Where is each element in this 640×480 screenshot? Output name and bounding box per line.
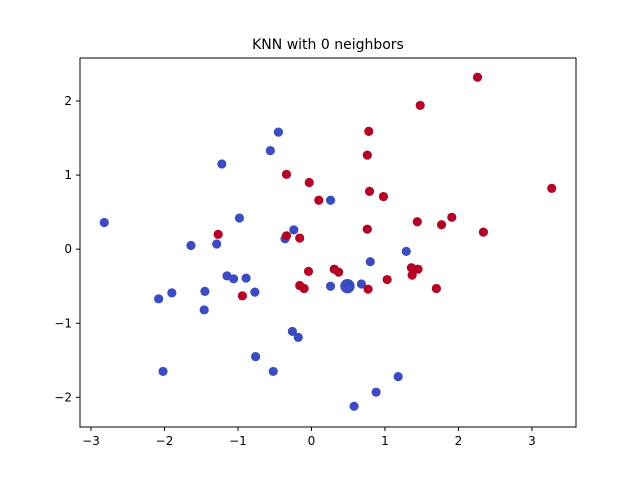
- point-class-0: [199, 305, 209, 315]
- query-point: [340, 279, 355, 294]
- plot-frame: [79, 57, 577, 428]
- point-class-0: [217, 159, 227, 169]
- point-class-0: [212, 239, 222, 249]
- point-class-1: [304, 177, 314, 188]
- point-class-1: [415, 100, 425, 111]
- point-class-1: [431, 283, 441, 294]
- point-class-1: [547, 183, 557, 194]
- x-tick-label: 3: [528, 434, 536, 448]
- point-class-0: [293, 332, 303, 342]
- point-class-1: [299, 283, 309, 294]
- point-class-1: [478, 227, 489, 237]
- point-class-0: [186, 240, 196, 251]
- y-tick-label: −2: [54, 390, 72, 404]
- point-class-1: [364, 126, 374, 136]
- point-class-0: [289, 225, 299, 235]
- point-class-1: [447, 212, 457, 222]
- point-class-0: [158, 366, 168, 377]
- point-class-1: [237, 291, 247, 301]
- point-class-0: [268, 366, 278, 377]
- point-class-0: [393, 372, 403, 382]
- point-class-0: [325, 195, 336, 205]
- point-class-0: [250, 287, 260, 297]
- point-class-0: [234, 213, 245, 223]
- y-axis: −2 −1 0 1 2: [54, 94, 80, 404]
- y-tick-label: 2: [64, 94, 72, 108]
- point-class-1: [413, 264, 423, 274]
- x-tick-label: 2: [455, 434, 463, 448]
- point-class-1: [281, 231, 292, 241]
- data-points: [99, 72, 557, 411]
- point-class-1: [362, 150, 372, 160]
- chart-title: KNN with 0 neighbors: [252, 37, 404, 53]
- point-class-1: [472, 72, 483, 82]
- point-class-1: [334, 267, 344, 277]
- point-class-0: [349, 401, 359, 411]
- point-class-0: [273, 127, 283, 137]
- point-class-1: [295, 233, 305, 243]
- point-class-0: [265, 146, 275, 156]
- point-class-1: [303, 266, 314, 276]
- point-class-0: [401, 246, 411, 256]
- x-tick-label: 0: [308, 434, 316, 448]
- point-class-0: [287, 326, 297, 337]
- point-class-1: [382, 274, 392, 285]
- point-class-0: [251, 352, 261, 362]
- point-class-1: [213, 229, 223, 239]
- point-class-1: [412, 217, 422, 227]
- point-class-1: [407, 270, 417, 280]
- point-class-0: [241, 273, 251, 283]
- y-tick-label: 1: [64, 168, 72, 182]
- point-class-0: [371, 387, 381, 397]
- point-class-1: [314, 195, 324, 205]
- point-class-1: [281, 169, 292, 179]
- point-class-1: [364, 186, 375, 196]
- x-tick-label: 1: [381, 434, 389, 448]
- point-class-1: [436, 220, 447, 230]
- point-class-0: [99, 217, 109, 228]
- point-class-1: [362, 224, 372, 234]
- point-class-0: [154, 294, 164, 304]
- point-class-0: [167, 288, 177, 298]
- x-tick-label: −2: [156, 434, 174, 448]
- y-tick-label: −1: [54, 316, 72, 330]
- point-class-0: [356, 279, 367, 289]
- point-class-1: [378, 191, 389, 202]
- x-tick-label: −3: [82, 434, 100, 448]
- point-class-0: [365, 257, 375, 267]
- point-class-0: [325, 281, 336, 291]
- x-tick-label: −1: [229, 434, 247, 448]
- point-class-0: [228, 274, 239, 284]
- point-class-1: [363, 284, 373, 294]
- point-class-0: [200, 286, 210, 297]
- x-axis: −3 −2 −1 0 1 2 3: [82, 427, 536, 448]
- y-tick-label: 0: [64, 242, 72, 256]
